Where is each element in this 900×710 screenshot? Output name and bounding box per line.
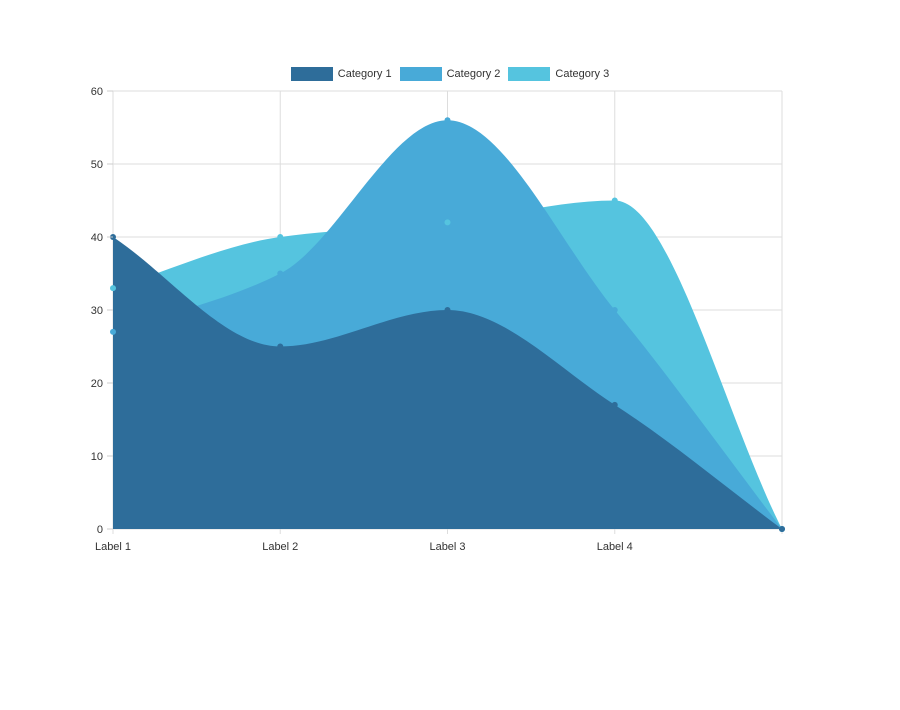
data-point[interactable]: [611, 307, 618, 313]
legend-swatch-category-1: [290, 67, 333, 81]
area-category-1[interactable]: [113, 237, 782, 529]
data-point[interactable]: [444, 117, 451, 124]
y-tick-label: 50: [91, 159, 103, 171]
y-tick-label: 30: [91, 305, 103, 317]
legend-item-category-2[interactable]: Category 2: [399, 67, 501, 81]
legend-item-category-1[interactable]: Category 1: [290, 67, 392, 81]
y-tick-label: 40: [91, 232, 103, 244]
data-point[interactable]: [611, 197, 618, 204]
x-tick-label: Label 1: [95, 541, 131, 553]
x-axis: Label 1 Label 2 Label 3 Label 4: [95, 541, 633, 553]
data-point[interactable]: [611, 401, 618, 408]
legend-label: Category 2: [446, 68, 501, 80]
legend-label: Category 3: [555, 68, 610, 80]
data-point[interactable]: [444, 219, 451, 226]
legend-item-category-3[interactable]: Category 3: [508, 67, 609, 81]
data-point[interactable]: [110, 328, 116, 335]
x-tick-label: Label 4: [597, 541, 633, 553]
area-series: [113, 120, 782, 529]
data-point[interactable]: [779, 526, 785, 532]
data-point[interactable]: [277, 343, 284, 350]
data-point[interactable]: [277, 234, 284, 240]
legend-swatch-category-3: [508, 67, 551, 81]
legend-swatch-category-2: [399, 67, 442, 81]
data-point[interactable]: [444, 307, 451, 313]
y-tick-label: 60: [91, 86, 103, 98]
y-tick-label: 0: [97, 524, 103, 536]
data-point[interactable]: [277, 270, 284, 277]
data-points: [110, 117, 785, 532]
x-tick-label: Label 3: [429, 541, 465, 553]
y-tick-label: 10: [91, 451, 103, 463]
data-point[interactable]: [110, 285, 116, 292]
x-tick-label: Label 2: [262, 541, 298, 553]
chart-legend: Category 1 Category 2 Category 3: [0, 67, 900, 81]
y-tick-label: 20: [91, 378, 103, 390]
legend-label: Category 1: [337, 68, 392, 80]
y-axis: 0 10 20 30 40 50 60: [91, 86, 113, 536]
